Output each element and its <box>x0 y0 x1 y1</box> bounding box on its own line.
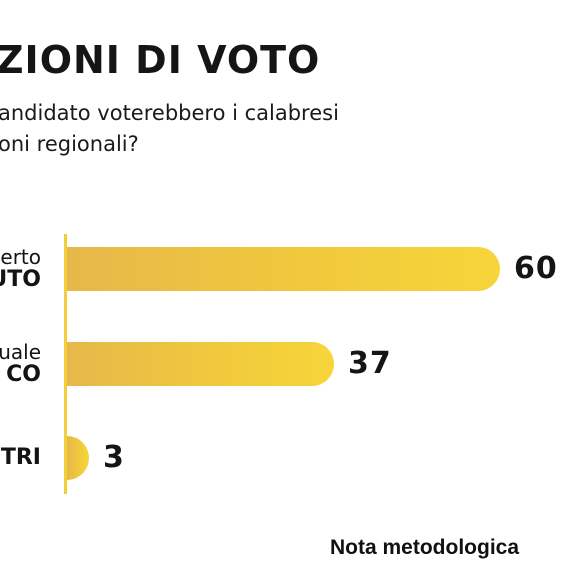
value-label-2: 37 <box>348 346 392 381</box>
category-label-2: uale CO <box>0 341 41 387</box>
bar-2 <box>67 342 335 386</box>
methodology-note-link[interactable]: Nota metodologica <box>330 536 520 559</box>
value-label-1: 60 <box>514 251 558 286</box>
bar-3 <box>67 436 89 480</box>
value-label-3: 3 <box>103 440 125 475</box>
subtitle-line-2: oni regionali? <box>0 132 139 156</box>
bar-1 <box>67 247 500 291</box>
category-label-3-line-2: TRI <box>0 445 41 470</box>
category-axis-line <box>64 234 67 494</box>
chart-subtitle: andidato voterebbero i calabresi oni reg… <box>0 98 339 160</box>
category-label-1-line-2: UTO <box>0 267 41 292</box>
category-label-1-line-1: erto <box>0 245 41 269</box>
subtitle-line-1: andidato voterebbero i calabresi <box>0 101 339 125</box>
category-label-2-line-1: uale <box>0 340 41 364</box>
chart-title: ZIONI DI VOTO <box>0 38 321 82</box>
category-label-1: ertoUTO <box>0 246 41 292</box>
category-label-2-line-2: CO <box>6 362 41 387</box>
category-label-3: TRI <box>1 446 41 470</box>
